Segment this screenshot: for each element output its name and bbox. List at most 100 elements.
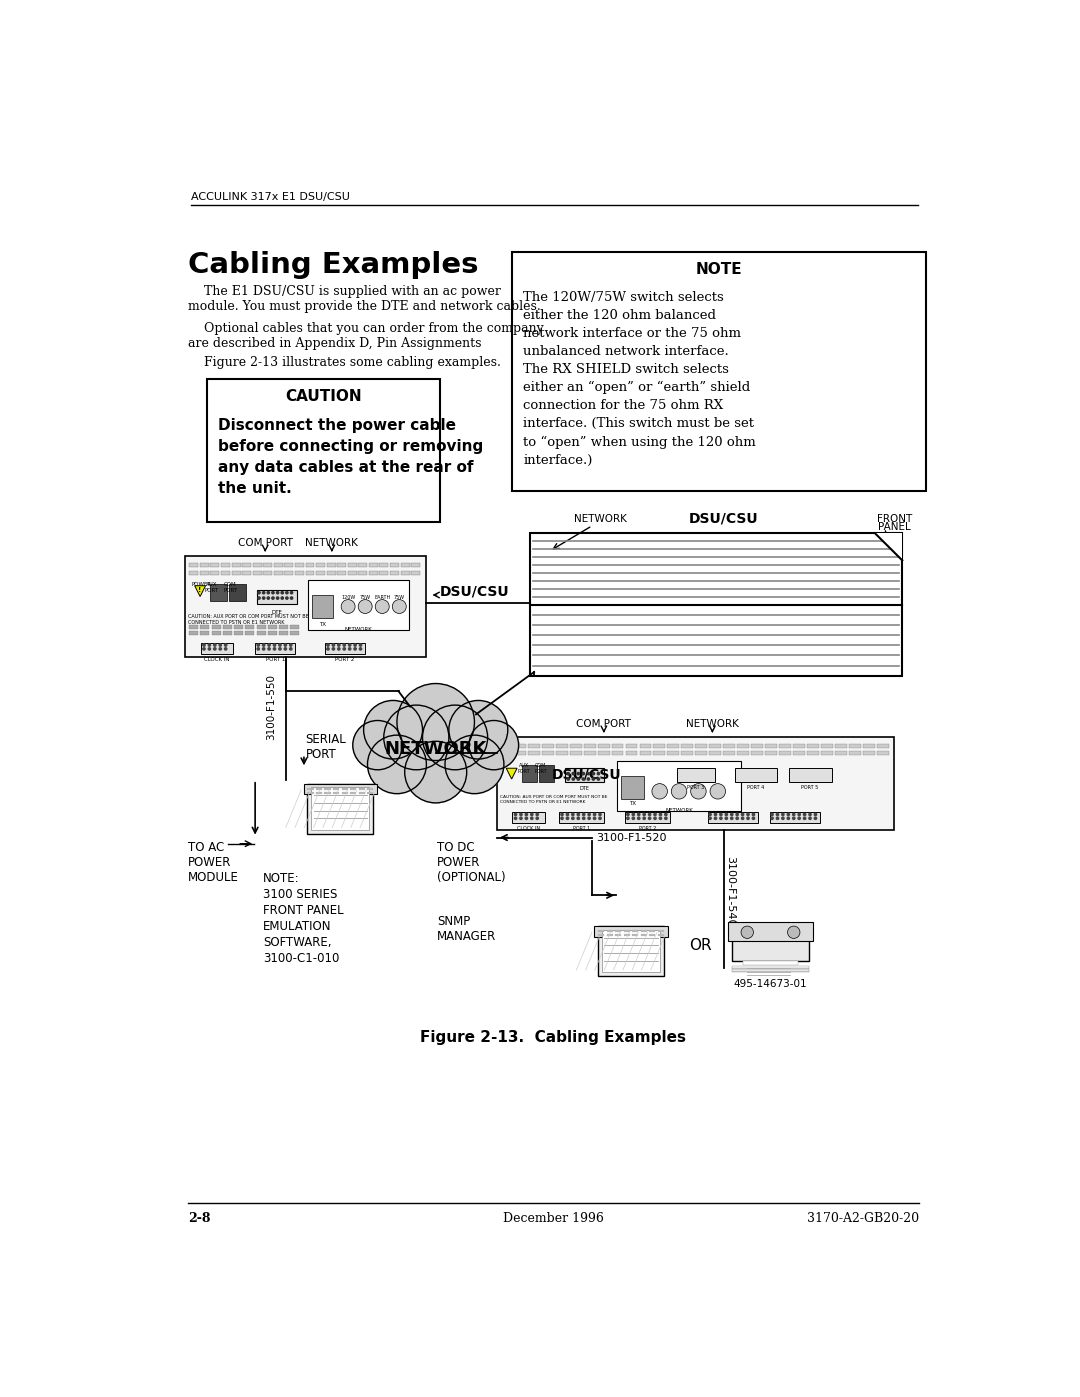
Bar xyxy=(359,563,367,567)
Text: COM PORT: COM PORT xyxy=(577,719,632,729)
Bar xyxy=(649,935,656,936)
Bar xyxy=(583,752,595,756)
Circle shape xyxy=(214,648,216,650)
Bar xyxy=(306,571,314,576)
Circle shape xyxy=(747,813,750,816)
Circle shape xyxy=(286,591,288,594)
Circle shape xyxy=(719,813,723,816)
Text: ACCULINK 317x E1 DSU/CSU: ACCULINK 317x E1 DSU/CSU xyxy=(191,191,350,203)
Circle shape xyxy=(653,813,657,816)
Bar xyxy=(849,752,861,756)
Circle shape xyxy=(735,817,739,820)
Text: SNMP
MANAGER: SNMP MANAGER xyxy=(437,915,497,943)
Circle shape xyxy=(577,778,580,780)
Text: CLOCK IN: CLOCK IN xyxy=(204,657,230,662)
Bar xyxy=(245,631,255,636)
Circle shape xyxy=(289,648,292,650)
Bar xyxy=(306,563,314,567)
Text: PORT 1: PORT 1 xyxy=(266,657,285,662)
Bar xyxy=(200,571,208,576)
Circle shape xyxy=(643,817,646,820)
Text: SERIAL
PORT: SERIAL PORT xyxy=(306,733,347,761)
Circle shape xyxy=(262,648,265,650)
Circle shape xyxy=(809,813,811,816)
Circle shape xyxy=(359,599,373,613)
Bar xyxy=(598,930,605,932)
Bar xyxy=(779,745,791,749)
Bar xyxy=(359,571,367,576)
Circle shape xyxy=(588,817,591,820)
Bar xyxy=(350,788,356,789)
Bar xyxy=(724,745,735,749)
Text: 2-8: 2-8 xyxy=(188,1213,211,1225)
Circle shape xyxy=(286,597,288,599)
Circle shape xyxy=(272,591,274,594)
Circle shape xyxy=(648,817,651,820)
Circle shape xyxy=(804,813,806,816)
Bar xyxy=(821,752,833,756)
Bar xyxy=(189,631,199,636)
Circle shape xyxy=(567,773,569,775)
Circle shape xyxy=(262,644,265,647)
Bar xyxy=(696,752,707,756)
Circle shape xyxy=(279,644,281,647)
Circle shape xyxy=(753,817,755,820)
Text: PORT 2: PORT 2 xyxy=(638,826,656,831)
Text: PORT 5: PORT 5 xyxy=(801,785,819,791)
Circle shape xyxy=(422,705,488,770)
Bar xyxy=(738,745,750,749)
Bar xyxy=(401,571,409,576)
Bar xyxy=(201,643,233,654)
Circle shape xyxy=(804,817,806,820)
Circle shape xyxy=(284,648,286,650)
Circle shape xyxy=(203,648,205,650)
Text: PORT 4: PORT 4 xyxy=(747,785,765,791)
Text: CLOCK IN: CLOCK IN xyxy=(517,826,540,831)
Bar xyxy=(341,792,348,793)
Bar xyxy=(291,624,299,629)
Text: CAUTION: AUX PORT OR COM PORT MUST NOT BE
CONNECTED TO PSTN OR E1 NETWORK: CAUTION: AUX PORT OR COM PORT MUST NOT B… xyxy=(189,615,309,624)
Bar xyxy=(500,745,512,749)
Bar xyxy=(264,563,272,567)
Text: The 120W/75W switch selects
either the 120 ohm balanced
network interface or the: The 120W/75W switch selects either the 1… xyxy=(524,291,756,467)
Bar xyxy=(732,968,809,970)
Text: 75W: 75W xyxy=(360,595,370,599)
Bar xyxy=(211,584,227,601)
Bar xyxy=(308,792,313,793)
Circle shape xyxy=(577,817,580,820)
Circle shape xyxy=(719,817,723,820)
Text: 495-14673-01: 495-14673-01 xyxy=(733,979,808,989)
Bar xyxy=(231,563,241,567)
Circle shape xyxy=(225,644,227,647)
Text: AUX
PORT: AUX PORT xyxy=(517,763,530,774)
Bar xyxy=(728,922,813,942)
Circle shape xyxy=(798,817,800,820)
Bar xyxy=(751,752,762,756)
Bar xyxy=(268,631,276,636)
Circle shape xyxy=(279,648,281,650)
Bar xyxy=(324,788,330,789)
Circle shape xyxy=(659,817,662,820)
Text: NETWORK: NETWORK xyxy=(686,719,739,729)
Bar xyxy=(542,745,554,749)
Circle shape xyxy=(354,644,356,647)
Text: PORT 1: PORT 1 xyxy=(572,826,590,831)
Bar xyxy=(512,253,926,490)
Text: COM
PORT: COM PORT xyxy=(224,583,238,592)
Bar xyxy=(189,571,199,576)
Bar xyxy=(207,380,440,522)
Bar xyxy=(253,563,261,567)
Bar xyxy=(514,752,526,756)
Circle shape xyxy=(593,813,596,816)
Text: COM PORT: COM PORT xyxy=(238,538,293,549)
Circle shape xyxy=(597,773,599,775)
Bar xyxy=(348,571,356,576)
Circle shape xyxy=(349,644,351,647)
Circle shape xyxy=(289,644,292,647)
Bar xyxy=(623,935,630,936)
Bar xyxy=(611,752,623,756)
Text: PANEL: PANEL xyxy=(878,522,910,532)
Circle shape xyxy=(787,926,800,939)
Circle shape xyxy=(664,817,667,820)
Bar xyxy=(765,745,777,749)
